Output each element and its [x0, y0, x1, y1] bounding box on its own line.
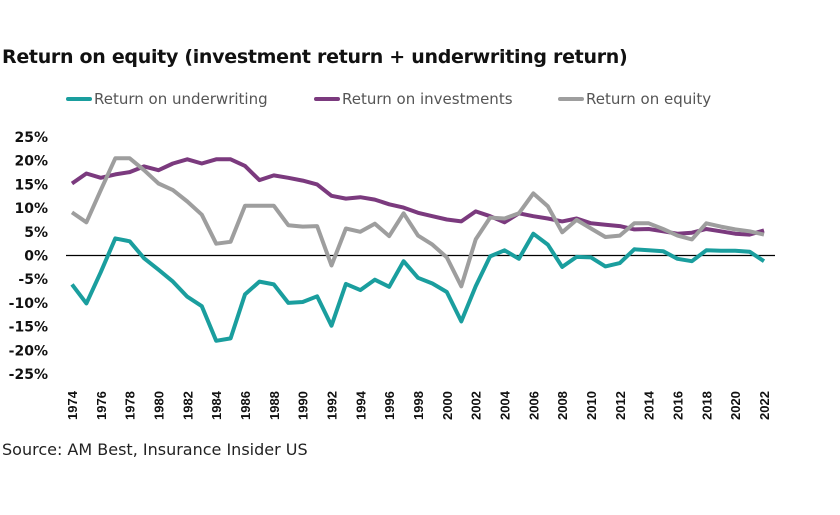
y-tick-label: -10% — [9, 296, 48, 312]
x-tick-label: 2012 — [613, 391, 628, 420]
x-tick-label: 2020 — [728, 391, 743, 420]
x-tick-label: 2010 — [584, 391, 599, 420]
x-tick-label: 1978 — [123, 391, 138, 420]
x-tick-label: 1982 — [180, 391, 195, 420]
y-tick-label: 25% — [14, 130, 48, 146]
x-tick-label: 1990 — [296, 391, 311, 420]
x-tick-label: 2016 — [671, 391, 686, 420]
legend-item-underwriting: Return on underwriting — [66, 90, 268, 108]
y-tick-label: -25% — [9, 367, 48, 383]
x-tick-label: 2008 — [555, 391, 570, 420]
x-tick-label: 2018 — [699, 391, 714, 420]
series-layer — [70, 156, 766, 343]
legend-item-investments: Return on investments — [314, 90, 513, 108]
x-tick-label: 1986 — [238, 391, 253, 420]
x-tick-label: 1992 — [325, 391, 340, 420]
x-tick-label: 1984 — [209, 390, 224, 420]
y-tick-label: 10% — [14, 201, 48, 217]
x-tick-label: 1994 — [353, 390, 368, 420]
x-tick-label: 2002 — [469, 391, 484, 420]
y-tick-label: 15% — [14, 177, 48, 193]
x-tick-label: 1988 — [267, 391, 282, 420]
x-tick-label: 1998 — [411, 391, 426, 420]
legend-label-equity: Return on equity — [586, 90, 712, 108]
x-tick-label: 1996 — [382, 391, 397, 420]
legend-item-equity: Return on equity — [558, 90, 711, 108]
y-tick-label: 20% — [14, 154, 48, 170]
x-tick-label: 2022 — [757, 391, 772, 420]
x-tick-label: 2004 — [498, 390, 513, 420]
legend-swatch-investments — [314, 97, 340, 101]
chart-title: Return on equity (investment return + un… — [2, 46, 628, 68]
y-tick-label: 0% — [24, 249, 48, 265]
x-tick-label: 2000 — [440, 391, 455, 420]
y-axis: 25% 20% 15% 10% 5% 0% -5% -10% -15% -20% -25% — [9, 130, 48, 383]
legend-swatch-underwriting — [66, 97, 92, 101]
x-axis: 1974 1976 1978 1980 1982 1984 1986 1988 1990 1992… — [65, 390, 772, 420]
x-tick-label: 1976 — [94, 391, 109, 420]
x-tick-label: 2006 — [526, 391, 541, 420]
x-tick-label: 1974 — [65, 390, 80, 420]
legend: Return on underwriting Return on investm… — [0, 90, 840, 112]
series-line-return-on-investments — [70, 157, 765, 237]
legend-label-investments: Return on investments — [342, 90, 513, 108]
x-tick-label: 1980 — [152, 391, 167, 420]
y-tick-label: -20% — [9, 343, 48, 359]
legend-label-underwriting: Return on underwriting — [94, 90, 268, 108]
source-note: Source: AM Best, Insurance Insider US — [2, 440, 308, 459]
y-tick-label: -15% — [9, 320, 48, 336]
series-line-return-on-underwriting — [70, 231, 766, 343]
y-tick-label: 5% — [24, 225, 48, 241]
series-line-return-on-equity — [70, 156, 765, 289]
legend-swatch-equity — [558, 97, 584, 101]
x-tick-label: 2014 — [642, 390, 657, 420]
y-tick-label: -5% — [18, 272, 48, 288]
